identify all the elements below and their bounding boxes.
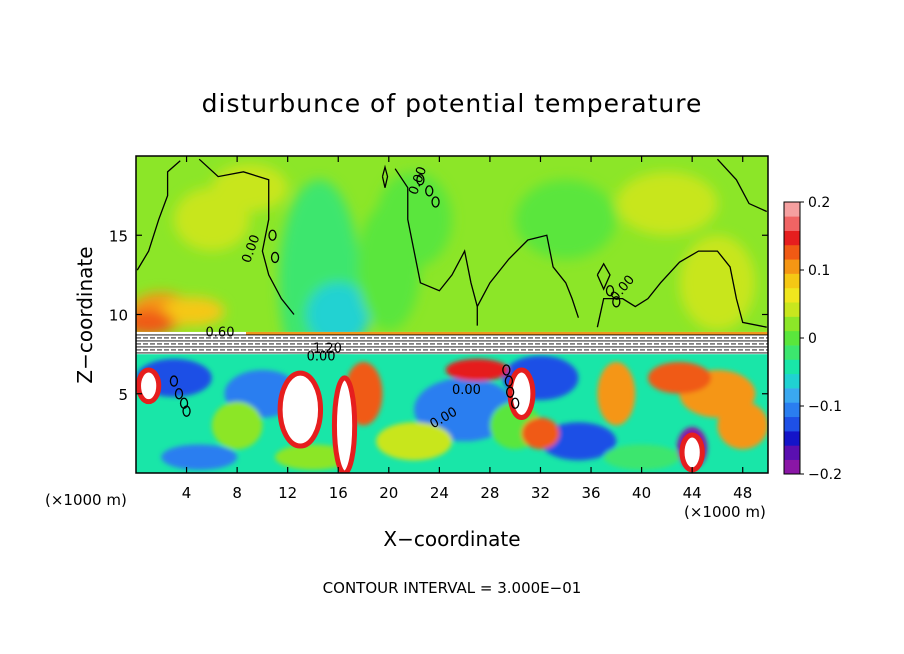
colorbar-segment [784, 416, 800, 432]
colorbar-segment [784, 216, 800, 231]
colorbar-segment [784, 330, 800, 346]
x-tick-label: 20 [379, 484, 398, 502]
contour-label: 0.00 [307, 349, 336, 364]
colorbar-segment [784, 202, 800, 217]
colorbar-segment [784, 388, 800, 403]
x-tick-label: 4 [182, 484, 192, 502]
x-tick-label: 28 [480, 484, 499, 502]
colorbar: 0.2 0.1 0 −0.1 −0.2 [783, 195, 842, 483]
y-axis: 5 10 15 [109, 227, 768, 404]
colorbar-segment [784, 345, 800, 360]
colorbar-segment [784, 287, 800, 303]
contour-label: 1.20 [313, 342, 342, 357]
colorbar-segment [784, 302, 800, 317]
y-tick-label: 15 [109, 227, 128, 245]
contour-interval-note: CONTOUR INTERVAL = 3.000E−01 [323, 579, 582, 597]
colorbar-segment [784, 373, 800, 389]
colorbar-segment [784, 445, 800, 460]
x-unit-label-left: (×1000 m) [45, 491, 127, 509]
plot-area: 0.000.000.000.000.000.601.200.00 [136, 156, 768, 473]
y-tick-label: 10 [109, 307, 128, 325]
colorbar-segment [784, 402, 800, 418]
y-axis-label: Z−coordinate [73, 246, 97, 383]
colorbar-tick-label: 0.1 [808, 263, 830, 279]
x-axis-label: X−coordinate [383, 527, 520, 551]
x-tick-label: 48 [733, 484, 752, 502]
colorbar-tick-label: 0 [808, 331, 817, 347]
colorbar-segment [784, 359, 800, 375]
colorbar-segment [784, 459, 800, 475]
colorbar-segment [784, 244, 800, 260]
x-tick-label: 8 [232, 484, 242, 502]
contour-label: 0.60 [206, 326, 235, 341]
colorbar-segment [784, 431, 800, 446]
x-tick-label: 36 [581, 484, 600, 502]
x-tick-label: 40 [632, 484, 651, 502]
colorbar-segment [784, 273, 800, 289]
x-tick-label: 32 [531, 484, 550, 502]
y-tick-label: 5 [118, 386, 128, 404]
chart-title: disturbunce of potential temperature [202, 89, 703, 118]
colorbar-segment [784, 230, 800, 246]
colorbar-segment [784, 259, 800, 274]
x-tick-label: 24 [430, 484, 449, 502]
z-unit-label-right: (×1000 m) [684, 503, 766, 521]
colorbar-tick-label: −0.1 [808, 399, 842, 415]
x-tick-label: 44 [683, 484, 702, 502]
x-axis: 4 8 12 16 20 24 28 32 36 40 44 48 [182, 156, 752, 502]
colorbar-tick-label: −0.2 [808, 467, 842, 483]
x-tick-label: 16 [329, 484, 348, 502]
contour-label: 0.00 [452, 383, 481, 398]
colorbar-segment [784, 316, 800, 332]
x-tick-label: 12 [278, 484, 297, 502]
colorbar-tick-label: 0.2 [808, 195, 830, 211]
